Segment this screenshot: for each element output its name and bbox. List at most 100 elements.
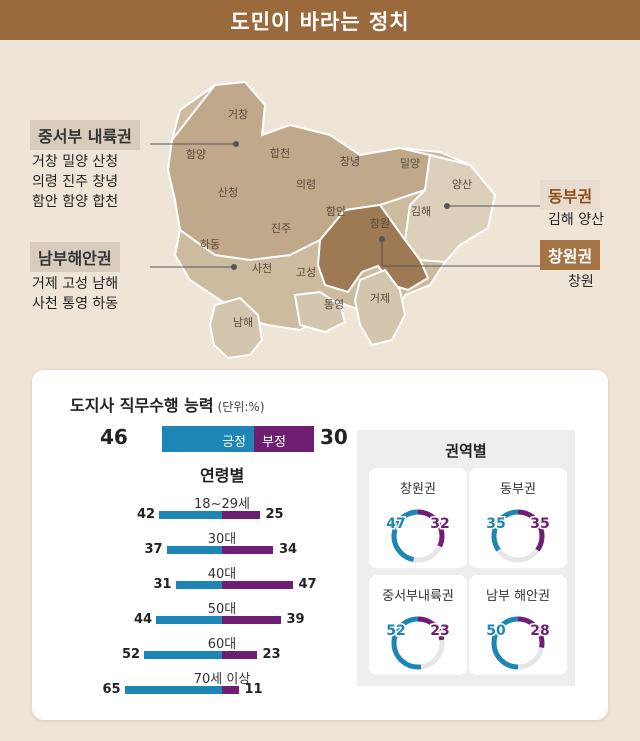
map-label-10: 진주 bbox=[271, 222, 291, 235]
age-negative-value: 39 bbox=[286, 612, 305, 627]
age-positive-value: 37 bbox=[144, 542, 163, 557]
age-category-label: 18~29세 bbox=[194, 497, 250, 512]
map-label-8: 함안 bbox=[326, 205, 346, 218]
region-tag-east: 동부권 bbox=[540, 180, 601, 210]
age-positive-bar bbox=[166, 546, 222, 554]
overall-positive-bar: 긍정 bbox=[162, 426, 254, 452]
region-donut-label: 중서부내륙권 bbox=[382, 589, 454, 604]
overall-negative-bar: 부정 bbox=[254, 426, 314, 452]
region-donut-label: 남부 해안권 bbox=[486, 589, 550, 604]
age-positive-value: 42 bbox=[137, 507, 156, 522]
donut-positive-value: 50 bbox=[486, 623, 506, 639]
age-positive-bar bbox=[124, 686, 222, 694]
age-positive-value: 52 bbox=[122, 647, 141, 662]
map-label-15: 거제 bbox=[370, 292, 390, 305]
map-label-17: 남해 bbox=[233, 315, 253, 329]
donut-positive-arc bbox=[491, 616, 519, 670]
map-region-east bbox=[403, 153, 497, 264]
age-negative-bar bbox=[222, 616, 281, 624]
map-island-tongyeong bbox=[293, 290, 347, 334]
map-label-2: 합천 bbox=[270, 146, 290, 160]
age-positive-value: 44 bbox=[134, 612, 153, 627]
age-negative-bar bbox=[222, 581, 293, 589]
region-area-line: 거제 고성 남해 bbox=[32, 276, 119, 292]
map-label-12: 하동 bbox=[200, 237, 220, 251]
positive-label: 긍정 bbox=[222, 435, 246, 450]
age-category-label: 40대 bbox=[207, 567, 237, 582]
age-section-title: 연령별 bbox=[200, 466, 245, 485]
age-negative-value: 34 bbox=[279, 542, 298, 557]
map-label-5: 밀양 bbox=[400, 157, 420, 170]
donut-positive-value: 47 bbox=[386, 516, 405, 532]
region-tag-west-inland: 중서부 내륙권 bbox=[30, 120, 140, 150]
map-label-14: 고성 bbox=[296, 266, 316, 279]
map-label-11: 창원 bbox=[370, 217, 390, 230]
survey-title-text: 도지사 직무수행 능력 bbox=[70, 396, 214, 415]
donut-positive-arc bbox=[391, 509, 419, 563]
region-area-line: 거창 밀양 산청 bbox=[32, 154, 119, 170]
age-positive-bar bbox=[175, 581, 222, 589]
age-positive-bar bbox=[156, 616, 222, 624]
age-negative-value: 47 bbox=[298, 577, 317, 592]
region-donut-card: 동부권 35 35 bbox=[469, 468, 567, 568]
region-donut-card: 남부 해안권 50 28 bbox=[469, 575, 567, 675]
region-panel: 권역별 창원권 47 32 동부권 35 35 중서부내륙권 52 23 남부 해안권 50 28 bbox=[357, 430, 575, 686]
age-negative-bar bbox=[222, 651, 257, 659]
region-donut-svg: 35 35 bbox=[485, 509, 551, 563]
donut-negative-value: 23 bbox=[430, 623, 449, 639]
negative-label: 부정 bbox=[262, 435, 286, 450]
overall-negative-value: 30 bbox=[320, 425, 348, 449]
region-donut-card: 창원권 47 32 bbox=[369, 468, 467, 568]
age-category-label: 60대 bbox=[207, 637, 237, 652]
map-label-9: 김해 bbox=[411, 204, 431, 218]
region-list-west-inland: 거창 밀양 산청 의령 진주 창녕 함안 함양 합천 bbox=[32, 152, 118, 212]
map-label-16: 통영 bbox=[324, 298, 344, 311]
region-donut-label: 동부권 bbox=[500, 482, 536, 497]
map-leader-lines bbox=[150, 143, 540, 268]
map-region-changwon bbox=[316, 203, 430, 294]
donut-negative-value: 32 bbox=[430, 516, 449, 532]
age-positive-bar bbox=[144, 651, 222, 659]
survey-card: 도지사 직무수행 능력 (단위:%) 46 긍정 부정 30 연령별 18~29세… bbox=[32, 370, 608, 720]
region-list-south-coast: 거제 고성 남해 사천 통영 하동 bbox=[32, 274, 118, 314]
map-label-13: 사천 bbox=[252, 261, 272, 275]
survey-title: 도지사 직무수행 능력 (단위:%) bbox=[70, 392, 265, 416]
age-negative-value: 11 bbox=[244, 682, 263, 697]
donut-positive-arc bbox=[391, 616, 422, 670]
donut-positive-value: 35 bbox=[486, 516, 505, 532]
map-label-0: 거창 bbox=[228, 108, 248, 121]
map-label-7: 의령 bbox=[296, 178, 316, 191]
region-donut-svg: 52 23 bbox=[385, 616, 451, 670]
map-island-namhae bbox=[208, 296, 264, 360]
map-island-geoje bbox=[353, 268, 407, 347]
donut-negative-arc bbox=[517, 509, 545, 552]
age-negative-bar bbox=[222, 511, 260, 519]
region-donut-card: 중서부내륙권 52 23 bbox=[369, 575, 467, 675]
region-tag-changwon: 창원권 bbox=[540, 240, 601, 270]
age-negative-value: 25 bbox=[265, 507, 284, 522]
region-area-line: 함안 함양 합천 bbox=[32, 194, 119, 210]
region-list-changwon: 창원 bbox=[568, 272, 594, 292]
region-panel-title: 권역별 bbox=[445, 442, 487, 460]
map-label-6: 양산 bbox=[452, 178, 472, 191]
region-area-line: 창원 bbox=[568, 274, 594, 290]
age-negative-value: 23 bbox=[262, 647, 281, 662]
region-tag-south-coast: 남부해안권 bbox=[30, 242, 120, 272]
map-leader-dots bbox=[231, 141, 450, 270]
donut-negative-value: 28 bbox=[530, 623, 549, 639]
overall-positive-value: 46 bbox=[100, 425, 128, 449]
map-label-1: 함양 bbox=[186, 148, 206, 161]
region-donut-label: 창원권 bbox=[400, 482, 436, 497]
region-list-east: 김해 양산 bbox=[548, 210, 604, 230]
age-positive-value: 31 bbox=[153, 577, 172, 592]
region-area-line: 의령 진주 창녕 bbox=[32, 174, 119, 190]
age-positive-value: 65 bbox=[102, 682, 121, 697]
region-donut-svg: 50 28 bbox=[485, 616, 551, 670]
age-category-label: 50대 bbox=[207, 602, 237, 617]
region-area-line: 사천 통영 하동 bbox=[32, 296, 119, 312]
donut-negative-arc bbox=[417, 616, 445, 641]
age-category-label: 70세 이상 bbox=[193, 672, 251, 687]
donut-positive-arc bbox=[491, 509, 519, 552]
page-title: 도민이 바라는 정치 bbox=[230, 10, 410, 34]
